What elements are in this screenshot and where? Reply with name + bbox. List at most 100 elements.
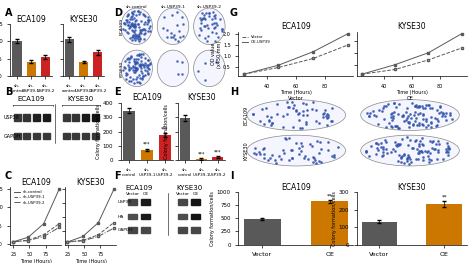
Point	[145, 16, 152, 20]
Text: Vector: Vector	[288, 96, 304, 101]
Point	[263, 114, 270, 118]
Title: KYSE30: KYSE30	[187, 93, 216, 103]
Point	[179, 34, 187, 38]
Point	[416, 149, 423, 153]
sh-control	[25, 236, 31, 239]
Point	[135, 63, 143, 67]
Bar	[128, 199, 137, 205]
Point	[132, 18, 139, 22]
Point	[395, 141, 402, 146]
Point	[427, 139, 434, 143]
Point	[285, 105, 292, 109]
Text: D: D	[114, 8, 122, 18]
Point	[128, 14, 136, 18]
Point	[389, 115, 397, 120]
Point	[211, 13, 219, 18]
Text: ECA109: ECA109	[126, 185, 153, 191]
Circle shape	[361, 100, 459, 130]
Title: ECA109: ECA109	[132, 93, 162, 103]
Bar	[91, 114, 99, 121]
Point	[324, 113, 332, 117]
Point	[380, 145, 387, 149]
Point	[175, 29, 182, 33]
Vector	[345, 43, 351, 47]
Point	[120, 65, 128, 69]
sh-USP39-2	[25, 239, 31, 242]
sh-USP39-1	[96, 233, 101, 236]
Point	[379, 147, 386, 151]
Point	[140, 37, 148, 41]
Point	[310, 156, 318, 160]
Point	[128, 22, 136, 27]
Point	[415, 141, 423, 146]
Point	[282, 137, 290, 141]
Point	[407, 160, 415, 165]
Point	[394, 112, 401, 116]
Point	[124, 18, 131, 22]
Bar	[33, 114, 40, 121]
Point	[297, 140, 305, 145]
Point	[125, 67, 133, 71]
Point	[423, 150, 431, 154]
Point	[399, 113, 407, 117]
X-axis label: Time (Hours): Time (Hours)	[20, 259, 52, 263]
Point	[145, 18, 153, 22]
Point	[124, 63, 131, 68]
Point	[383, 146, 390, 151]
Point	[256, 119, 264, 123]
Text: Vector: Vector	[176, 192, 190, 196]
Point	[378, 109, 385, 114]
Line: Vector: Vector	[242, 44, 349, 75]
Point	[173, 59, 181, 63]
Point	[394, 142, 402, 146]
X-axis label: Time (Hours): Time (Hours)	[280, 90, 312, 95]
Point	[309, 160, 317, 165]
Point	[424, 103, 432, 107]
Text: GAPDH: GAPDH	[118, 228, 133, 232]
Point	[304, 156, 312, 161]
Point	[133, 77, 140, 81]
Point	[362, 149, 370, 154]
Point	[309, 155, 317, 159]
Point	[328, 106, 336, 110]
Point	[422, 103, 429, 107]
Point	[410, 146, 417, 150]
Text: **: **	[327, 193, 332, 198]
Point	[196, 16, 203, 20]
Text: ***: ***	[161, 126, 169, 131]
Point	[281, 151, 288, 155]
Point	[365, 114, 373, 118]
Point	[129, 34, 137, 38]
Point	[445, 146, 452, 150]
Circle shape	[157, 50, 189, 87]
Point	[129, 23, 137, 27]
Point	[123, 57, 130, 61]
Y-axis label: OD value
(x450 mm): OD value (x450 mm)	[211, 40, 222, 68]
Point	[205, 11, 212, 15]
Point	[414, 157, 422, 161]
Text: Vector: Vector	[126, 192, 140, 196]
Point	[380, 103, 388, 108]
Point	[123, 18, 130, 22]
Point	[144, 63, 152, 68]
Point	[422, 125, 430, 129]
Point	[138, 55, 146, 59]
Point	[126, 64, 133, 69]
Point	[296, 110, 303, 115]
Point	[141, 65, 148, 69]
Point	[400, 161, 407, 165]
Point	[442, 150, 450, 154]
Point	[130, 77, 137, 82]
Point	[434, 148, 441, 152]
Point	[416, 121, 423, 125]
Text: OE: OE	[142, 192, 148, 196]
Point	[411, 104, 419, 108]
Point	[370, 109, 377, 113]
Point	[256, 152, 264, 156]
Circle shape	[247, 100, 346, 130]
Point	[383, 151, 390, 155]
Circle shape	[361, 135, 459, 166]
Point	[219, 27, 226, 31]
Point	[419, 106, 427, 110]
Point	[137, 63, 145, 67]
